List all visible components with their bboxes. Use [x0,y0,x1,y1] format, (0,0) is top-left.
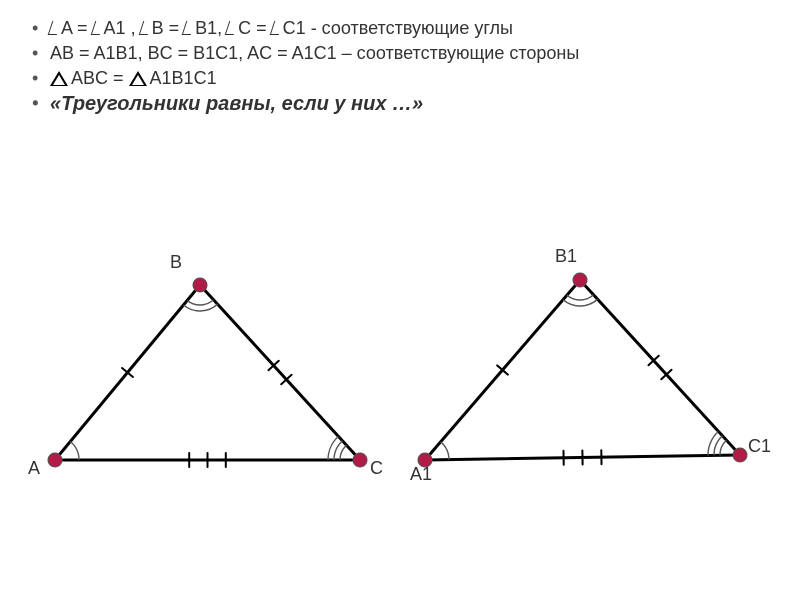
text-block: A = A1 , B = B1, C = C1 - соответствующи… [0,0,800,116]
angle-label: C = [238,18,272,38]
tri-right: A1B1C1 [150,68,217,88]
svg-text:A1: A1 [410,464,432,484]
diagram: A B C A1 B1 C1 [0,230,800,580]
svg-text:A: A [28,458,40,478]
angle-icon [48,21,62,35]
bullet-sides: AB = A1B1, BC = B1C1, AC = A1C1 – соотве… [50,43,772,64]
svg-text:B: B [170,252,182,272]
svg-text:C: C [370,458,383,478]
angle-label: B = [152,18,185,38]
angle-label: C1 [283,18,306,38]
svg-text:B1: B1 [555,246,577,266]
triangle-icon [129,71,147,86]
angle-label: A1 [104,18,126,38]
angle-label: B1 [195,18,217,38]
angles-suffix: - соответствующие углы [306,18,513,38]
angle-label: A = [61,18,93,38]
svg-text:C1: C1 [748,436,771,456]
separator: , [217,18,227,38]
bullet-theorem: «Треугольники равны, если у них …» [50,93,772,116]
triangle-icon [50,71,68,86]
bullet-triangles: ABC = A1B1C1 [50,68,772,89]
tri-left: ABC = [71,68,129,88]
bullet-angles: A = A1 , B = B1, C = C1 - соответствующи… [50,18,772,39]
separator: , [126,18,141,38]
